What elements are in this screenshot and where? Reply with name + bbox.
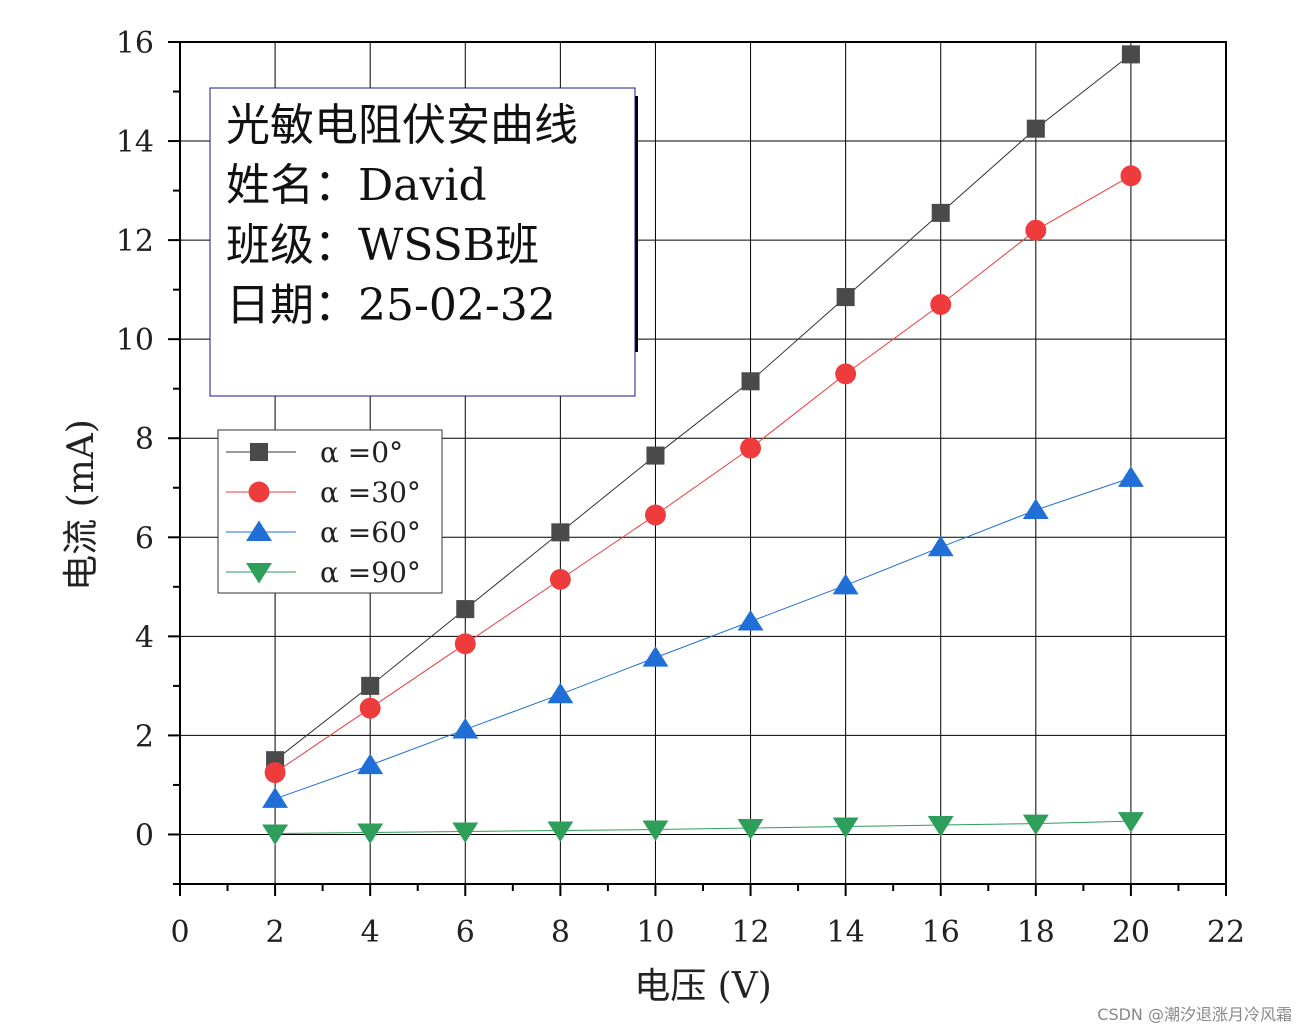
data-point-s3 — [547, 821, 574, 843]
x-tick-label: 4 — [361, 915, 380, 950]
data-point-s1 — [930, 294, 952, 315]
x-tick-label: 8 — [551, 915, 570, 950]
data-point-s2 — [737, 609, 764, 631]
data-point-s1 — [645, 504, 666, 526]
data-point-s3 — [832, 817, 859, 839]
series-markers — [262, 45, 1144, 846]
series-line-3 — [275, 820, 1131, 834]
data-point-s1 — [264, 762, 286, 784]
data-point-s2 — [357, 753, 384, 775]
data-point-s3 — [927, 816, 954, 837]
data-point-s0 — [551, 523, 570, 542]
x-tick-label: 18 — [1017, 915, 1055, 950]
data-point-s0 — [836, 288, 855, 307]
annotation-note: 光敏电阻伏安曲线 姓名：David 班级：WSSB班 日期：25-02-32 — [209, 87, 638, 397]
data-point-s1 — [549, 568, 571, 590]
data-point-s0 — [1026, 119, 1045, 138]
note-line-name: 姓名：David — [226, 160, 487, 211]
data-point-s3 — [452, 822, 479, 844]
data-point-s2 — [1117, 466, 1144, 487]
watermark: CSDN @潮汐退涨月冷风霜 — [1097, 1005, 1292, 1024]
legend-marker — [246, 520, 272, 542]
x-tick-label: 0 — [170, 915, 189, 950]
y-tick-label: 16 — [116, 26, 154, 61]
data-point-s3 — [1022, 814, 1049, 836]
x-tick-label: 20 — [1112, 915, 1150, 950]
series-line-1 — [274, 175, 1132, 773]
data-point-s2 — [262, 787, 289, 808]
x-tick-label: 22 — [1207, 915, 1245, 950]
data-point-s1 — [1025, 219, 1047, 241]
x-axis-title: 电压 (V) — [634, 966, 772, 1007]
note-line-title: 光敏电阻伏安曲线 — [226, 100, 578, 151]
data-point-s0 — [931, 203, 950, 222]
legend-marker — [248, 481, 270, 503]
y-tick-label: 14 — [116, 125, 154, 160]
x-tick-label: 16 — [922, 915, 960, 950]
data-point-s3 — [737, 819, 764, 840]
data-point-s0 — [456, 600, 475, 619]
data-point-s3 — [357, 823, 384, 845]
data-point-s3 — [1117, 812, 1144, 833]
data-point-s0 — [361, 676, 380, 695]
data-point-s2 — [832, 573, 859, 595]
data-point-s2 — [547, 682, 574, 704]
x-tick-label: 2 — [266, 915, 285, 950]
data-point-s0 — [646, 446, 665, 465]
data-point-s1 — [740, 437, 761, 459]
legend-label: α =30° — [320, 476, 421, 509]
series-line-0 — [274, 53, 1132, 761]
data-point-s2 — [927, 535, 954, 557]
data-point-s1 — [835, 363, 857, 385]
note-line-class: 班级：WSSB班 — [226, 220, 539, 271]
legend-label: α =90° — [320, 556, 421, 589]
data-point-s2 — [452, 717, 479, 739]
data-point-s1 — [454, 633, 476, 655]
data-point-s2 — [1022, 498, 1049, 520]
note-box — [209, 87, 636, 397]
y-tick-label: 4 — [135, 620, 154, 655]
legend-label: α =60° — [320, 516, 421, 549]
data-point-s0 — [741, 372, 760, 391]
data-point-s3 — [262, 824, 289, 846]
y-axis-title: 电流 (mA) — [61, 419, 102, 591]
legend-marker — [246, 562, 272, 584]
data-point-s1 — [1120, 165, 1142, 187]
y-tick-label: 8 — [135, 422, 154, 457]
legend-label: α =0° — [320, 436, 403, 469]
x-tick-label: 14 — [827, 915, 865, 950]
y-tick-label: 6 — [135, 521, 154, 556]
axis-ticks — [168, 41, 1227, 896]
y-tick-label: 0 — [135, 818, 154, 853]
data-point-s3 — [642, 820, 669, 842]
y-tick-label: 12 — [116, 224, 154, 259]
legend: α =0° α =30° α =60° α =90° — [217, 429, 443, 594]
x-tick-label: 12 — [731, 915, 769, 950]
data-point-s0 — [1121, 45, 1140, 64]
y-tick-label: 2 — [135, 719, 154, 754]
series-line-2 — [274, 477, 1132, 800]
data-point-s2 — [642, 646, 669, 667]
x-tick-label: 6 — [456, 915, 475, 950]
data-point-s1 — [359, 697, 381, 719]
legend-marker — [249, 442, 269, 462]
tick-labels: 0 2 4 6 8 10 12 14 16 18 20 22 0 2 4 6 8 10 12 14 16 — [116, 26, 1245, 950]
note-line-date: 日期：25-02-32 — [226, 280, 556, 331]
series-lines — [274, 53, 1132, 834]
y-tick-label: 10 — [116, 323, 154, 358]
x-tick-label: 10 — [636, 915, 674, 950]
